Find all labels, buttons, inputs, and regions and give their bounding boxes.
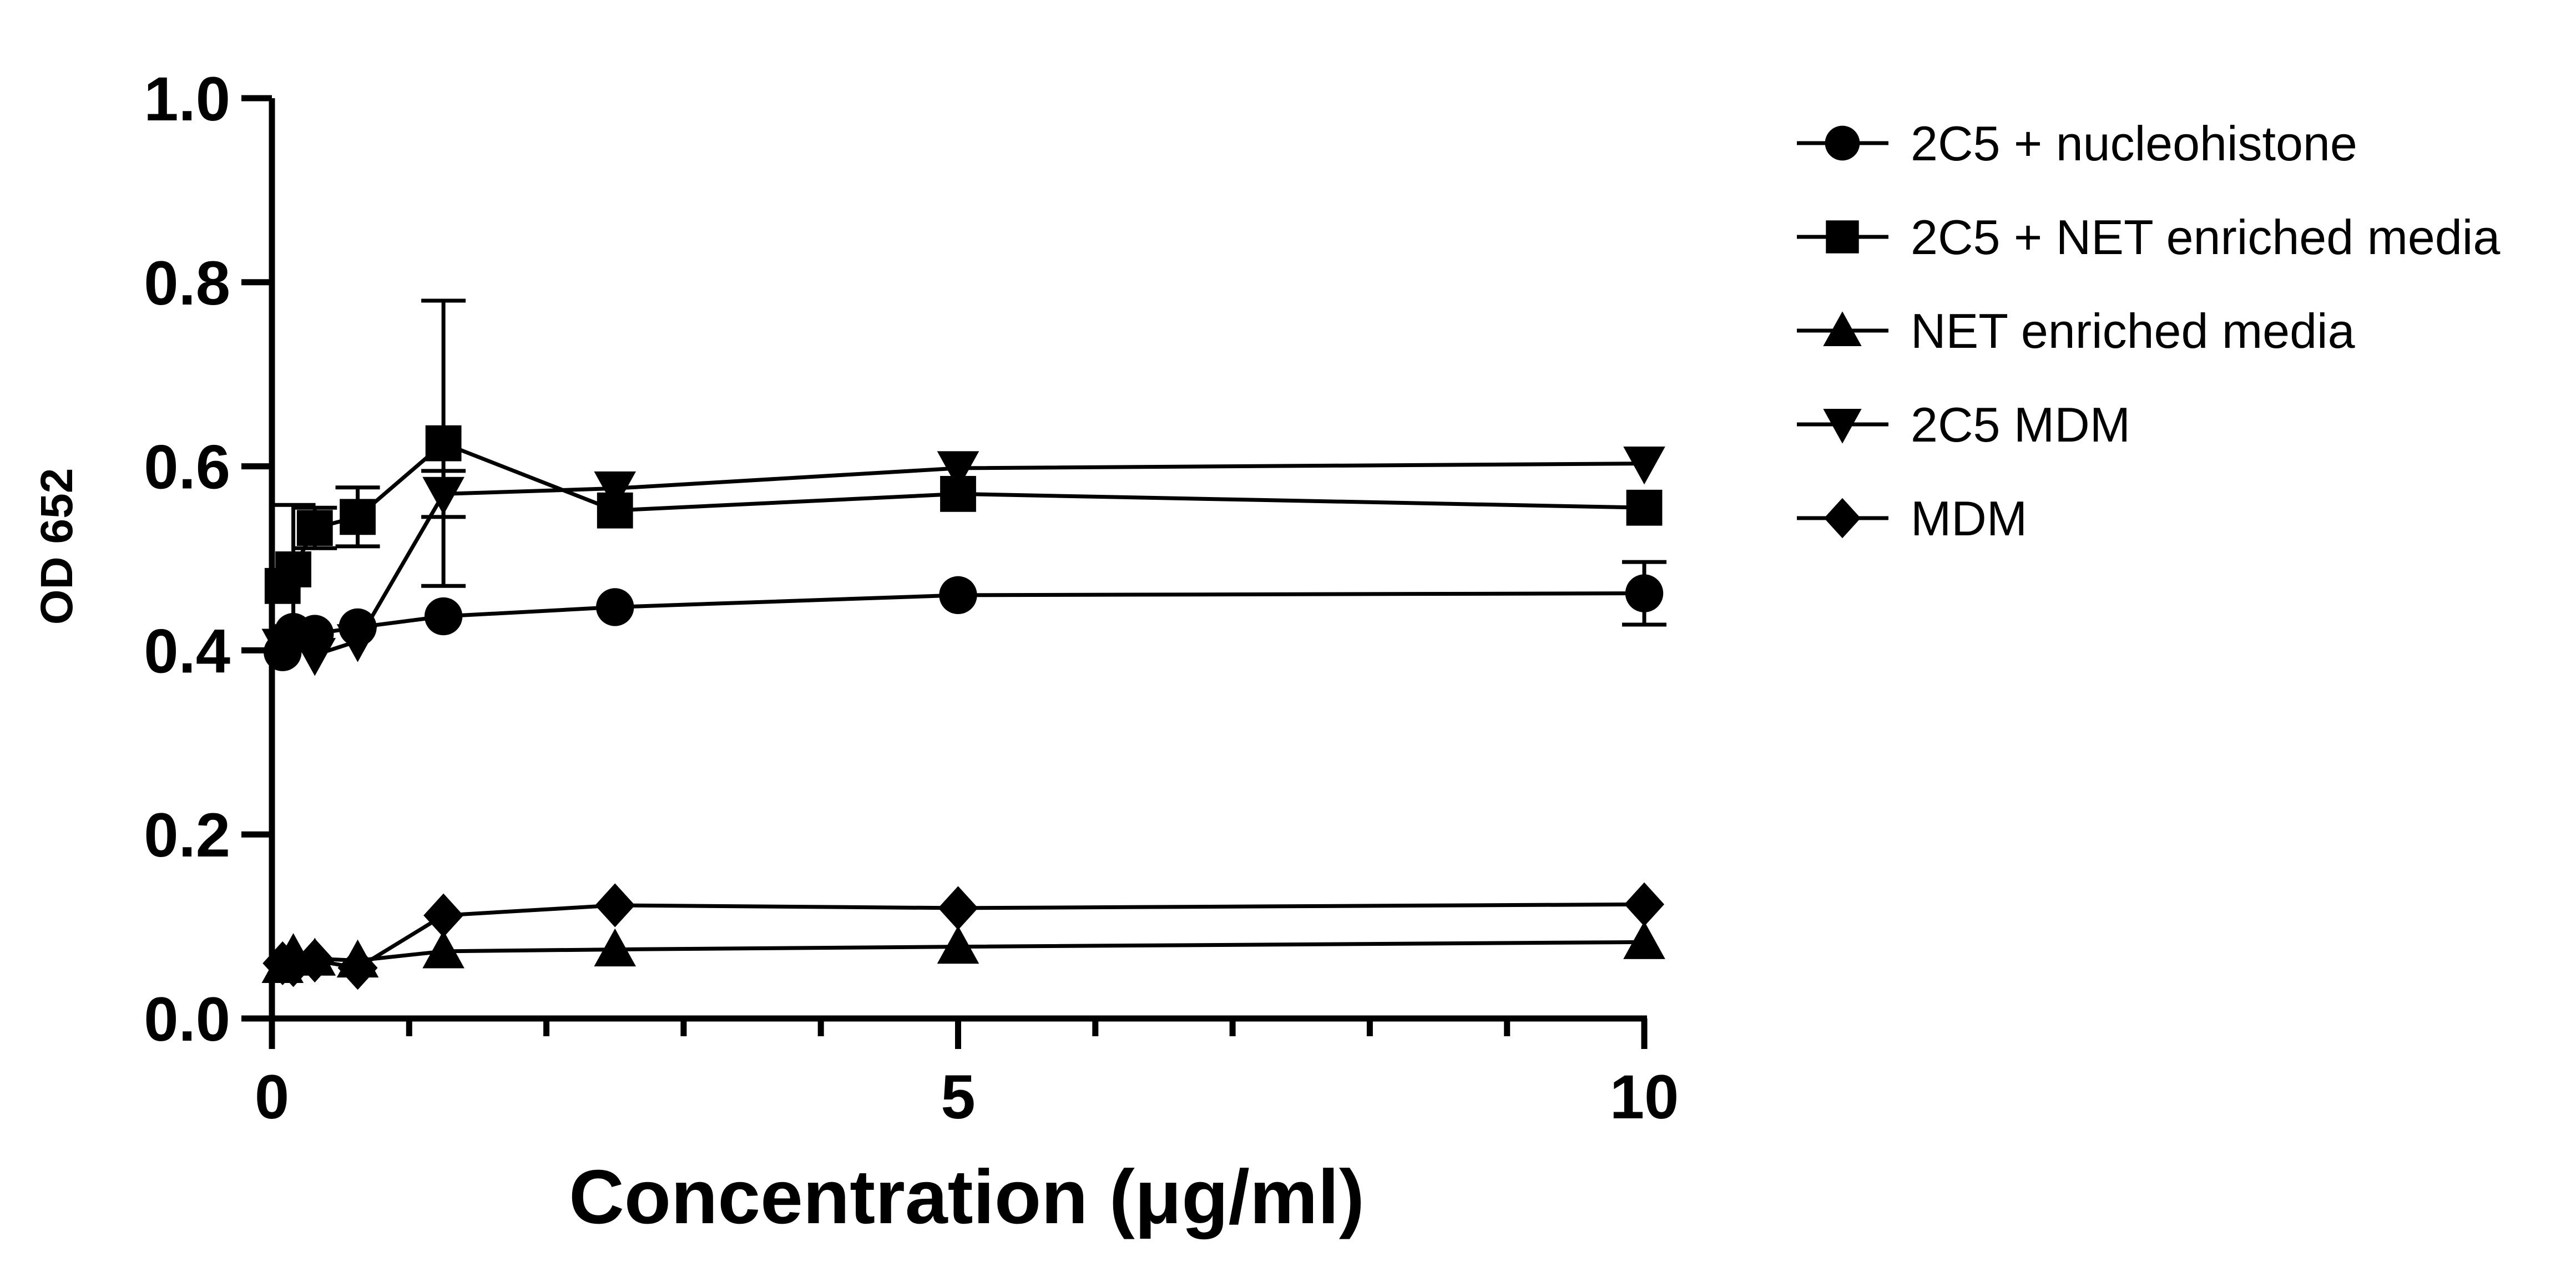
data-point	[596, 588, 634, 626]
series-circle	[264, 560, 1666, 671]
series-diamond	[262, 882, 1664, 990]
x-axis-title: Concentration (μg/ml)	[569, 1154, 1365, 1240]
legend-item: 2C5 + nucleohistone	[1797, 116, 2357, 171]
data-point	[1624, 882, 1664, 926]
data-point	[296, 510, 333, 546]
data-point	[937, 925, 979, 964]
data-point	[295, 938, 335, 983]
data-point	[340, 499, 376, 535]
legend-item: NET enriched media	[1797, 303, 2355, 358]
legend: 2C5 + nucleohistone 2C5 + NET enriched me…	[1797, 116, 2500, 546]
legend-marker	[1823, 408, 1862, 444]
legend-label: 2C5 + NET enriched media	[1911, 210, 2500, 265]
legend-marker	[1826, 220, 1859, 254]
data-point	[1623, 447, 1665, 485]
legend-item: MDM	[1797, 491, 2027, 546]
data-point	[422, 930, 464, 969]
legend-label: 2C5 + nucleohistone	[1911, 116, 2357, 171]
legend-marker	[1823, 311, 1862, 347]
data-point	[939, 576, 977, 615]
data-point	[336, 624, 379, 662]
data-point	[595, 883, 635, 928]
legend-marker	[1824, 498, 1861, 539]
y-tick-label: 0.2	[144, 800, 230, 870]
legend-item: 2C5 MDM	[1797, 397, 2130, 452]
legend-item: 2C5 + NET enriched media	[1797, 210, 2500, 265]
data-point	[937, 451, 979, 489]
y-tick-label: 0.4	[144, 616, 230, 686]
data-point	[337, 946, 378, 990]
axes: 0.0 0.2 0.4 0.6 0.8 1.0 0 5 10	[144, 64, 1679, 1132]
data-point	[423, 893, 464, 937]
x-tick-label: 10	[1610, 1062, 1679, 1132]
data-point	[424, 597, 463, 636]
y-tick-label: 0.6	[144, 433, 230, 502]
x-tick-label: 5	[941, 1062, 975, 1132]
data-point	[938, 886, 978, 930]
data-point	[272, 624, 315, 662]
data-point	[1626, 489, 1663, 526]
data-point	[422, 477, 464, 515]
legend-marker	[1825, 125, 1860, 161]
data-point	[1625, 574, 1664, 612]
y-tick-label: 1.0	[144, 64, 230, 134]
data-point	[594, 471, 637, 510]
data-point	[294, 638, 336, 676]
series-triangle-down	[261, 447, 1665, 676]
plot-marks	[261, 298, 1666, 990]
legend-label: MDM	[1911, 491, 2027, 546]
data-point	[1623, 921, 1665, 959]
series-triangle-up	[261, 921, 1665, 984]
legend-label: 2C5 MDM	[1911, 397, 2130, 452]
data-point	[594, 928, 637, 967]
data-point	[275, 551, 311, 587]
y-tick-label: 0.0	[144, 985, 230, 1054]
y-axis-title: OD 652	[32, 468, 82, 625]
y-tick-label: 0.8	[144, 249, 230, 318]
legend-label: NET enriched media	[1911, 303, 2355, 358]
data-point	[425, 425, 462, 462]
x-tick-label: 0	[255, 1062, 289, 1132]
